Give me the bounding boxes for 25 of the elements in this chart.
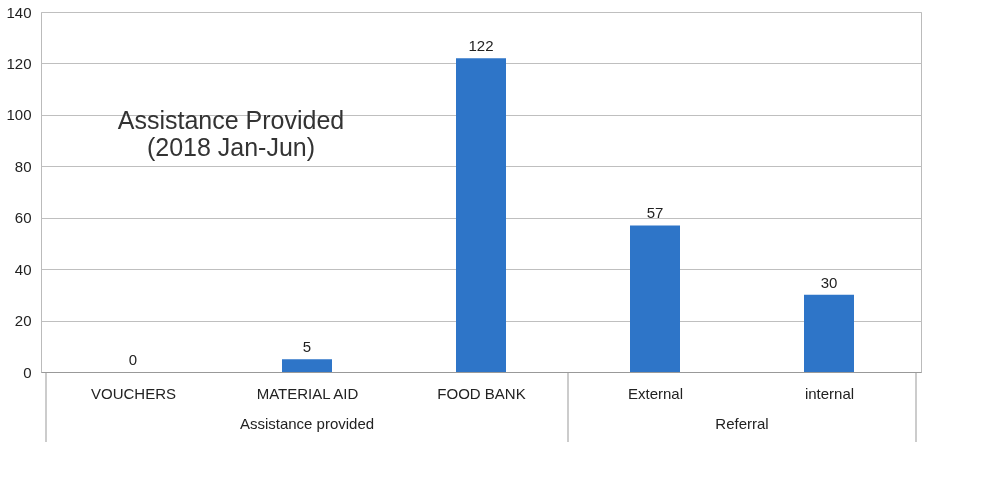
y-tick-label: 40	[14, 260, 32, 278]
y-tick-label: 80	[14, 157, 32, 175]
data-label: 122	[468, 37, 494, 55]
y-tick-label: 100	[6, 106, 32, 124]
y-tick-label: 60	[14, 209, 32, 227]
text: Assistance provided	[239, 415, 375, 432]
y-tick-label: 20	[14, 312, 32, 330]
bar	[456, 58, 506, 372]
y-tick-label: 140	[6, 3, 32, 21]
text: Assistance Provided (2018 Jan-Jun)	[117, 106, 345, 162]
bar	[630, 225, 680, 372]
x-tick-label: FOOD BANK	[437, 384, 526, 402]
bar	[282, 359, 332, 372]
bar	[804, 294, 854, 372]
y-tick-label: 0	[23, 363, 32, 381]
x-tick-label: MATERIAL AID	[256, 384, 359, 402]
data-label: 5	[302, 338, 312, 356]
data-label: 30	[820, 273, 838, 291]
y-tick-label: 120	[6, 54, 32, 72]
x-tick-label: VOUCHERS	[90, 384, 177, 402]
data-label: 0	[128, 351, 138, 368]
x-tick-label: External	[627, 384, 684, 402]
x-tick-label: internal	[804, 384, 855, 402]
data-label: 57	[646, 204, 664, 222]
text: Referral	[715, 415, 769, 432]
